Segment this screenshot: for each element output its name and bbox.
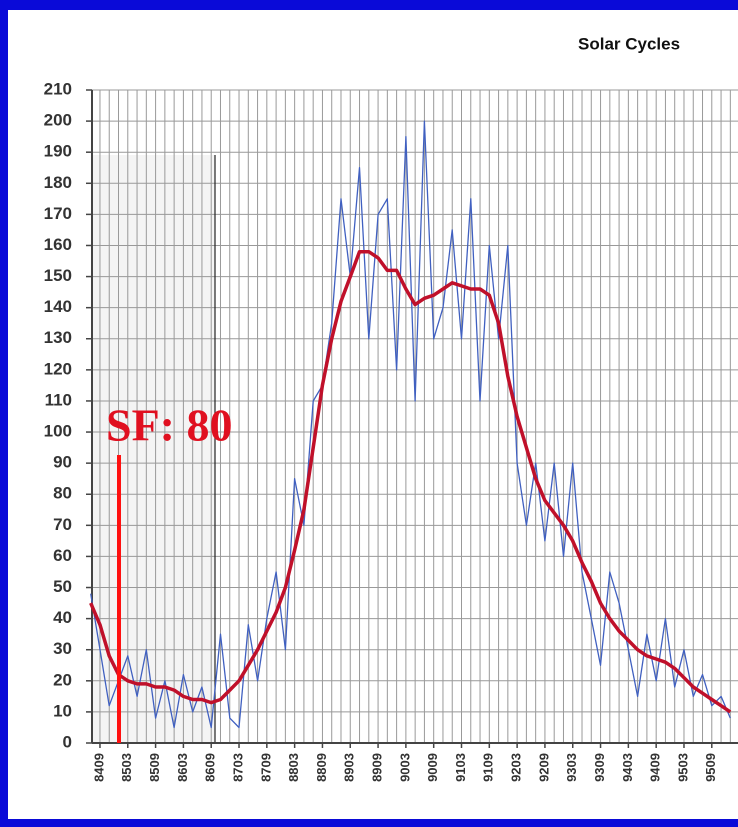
x-tick-label: 9009 bbox=[425, 753, 440, 782]
x-tick-label: 8509 bbox=[147, 753, 162, 782]
y-tick-label: 20 bbox=[53, 670, 72, 689]
y-tick-label: 50 bbox=[53, 577, 72, 596]
x-tick-label: 8803 bbox=[286, 753, 301, 782]
y-tick-label: 180 bbox=[44, 173, 72, 192]
x-tick-label: 8903 bbox=[342, 753, 357, 782]
x-tick-label: 8603 bbox=[175, 753, 190, 782]
x-tick-label: 9403 bbox=[620, 753, 635, 782]
x-tick-label: 9509 bbox=[703, 753, 718, 782]
y-tick-label: 150 bbox=[44, 266, 72, 285]
y-tick-label: 210 bbox=[44, 79, 72, 98]
y-tick-label: 40 bbox=[53, 608, 72, 627]
x-tick-label: 9503 bbox=[675, 753, 690, 782]
y-tick-label: 140 bbox=[44, 297, 72, 316]
y-tick-label: 170 bbox=[44, 204, 72, 223]
x-tick-label: 8503 bbox=[119, 753, 134, 782]
x-tick-label: 9409 bbox=[648, 753, 663, 782]
series-line bbox=[89, 249, 732, 714]
y-tick-label: 110 bbox=[45, 390, 72, 409]
y-tick-label: 200 bbox=[44, 111, 72, 130]
x-tick-label: 9103 bbox=[453, 753, 468, 782]
y-tick-label: 160 bbox=[44, 235, 72, 254]
x-tick-label: 9303 bbox=[564, 753, 579, 782]
x-tick-label: 9209 bbox=[536, 753, 551, 782]
x-tick-label: 9003 bbox=[397, 753, 412, 782]
y-tick-label: 90 bbox=[53, 453, 72, 472]
y-tick-label: 130 bbox=[44, 328, 72, 347]
y-tick-label: 100 bbox=[44, 422, 72, 441]
y-tick-label: 30 bbox=[53, 639, 72, 658]
chart-title: Solar Cycles bbox=[578, 34, 680, 53]
x-tick-label: 9109 bbox=[481, 753, 496, 782]
y-tick-label: 120 bbox=[44, 359, 72, 378]
y-tick-label: 0 bbox=[63, 732, 72, 751]
x-tick-label: 8609 bbox=[203, 753, 218, 782]
x-tick-label: 8909 bbox=[370, 753, 385, 782]
x-tick-label: 9203 bbox=[509, 753, 524, 782]
y-tick-label: 60 bbox=[53, 546, 72, 565]
annotation: SF: 80 bbox=[106, 400, 233, 451]
y-tick-label: 70 bbox=[53, 515, 72, 534]
x-tick-label: 8709 bbox=[258, 753, 273, 782]
y-tick-label: 80 bbox=[53, 484, 72, 503]
x-tick-label: 8703 bbox=[230, 753, 245, 782]
y-tick-label: 10 bbox=[53, 701, 72, 720]
x-tick-label: 9309 bbox=[592, 753, 607, 782]
shaded-region bbox=[92, 155, 215, 743]
x-tick-label: 8409 bbox=[91, 753, 106, 782]
y-tick-label: 190 bbox=[44, 142, 72, 161]
x-tick-label: 8809 bbox=[314, 753, 329, 782]
